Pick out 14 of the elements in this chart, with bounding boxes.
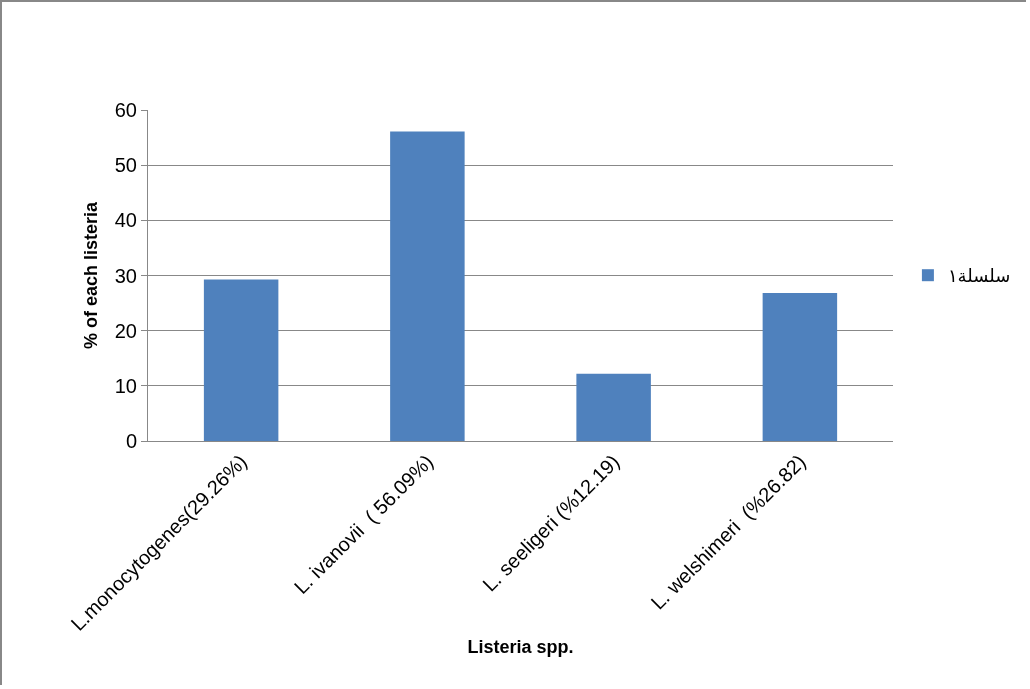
y-axis-title: % of each listeria: [80, 200, 101, 350]
bar: [390, 131, 465, 441]
bar: [576, 373, 651, 441]
bar: [203, 279, 279, 441]
legend-label: سلسلة١: [947, 265, 1011, 287]
y-tick-label: 50: [114, 154, 137, 177]
y-tick-label: 60: [114, 99, 137, 121]
y-tick-label: 10: [114, 374, 137, 397]
x-axis-title: Listeria spp.: [467, 637, 574, 658]
y-tick-label: 0: [125, 430, 137, 452]
bar: [762, 293, 838, 441]
y-tick-label: 20: [114, 319, 137, 342]
y-tick-label: 30: [114, 264, 137, 287]
y-tick-label: 40: [114, 209, 137, 232]
